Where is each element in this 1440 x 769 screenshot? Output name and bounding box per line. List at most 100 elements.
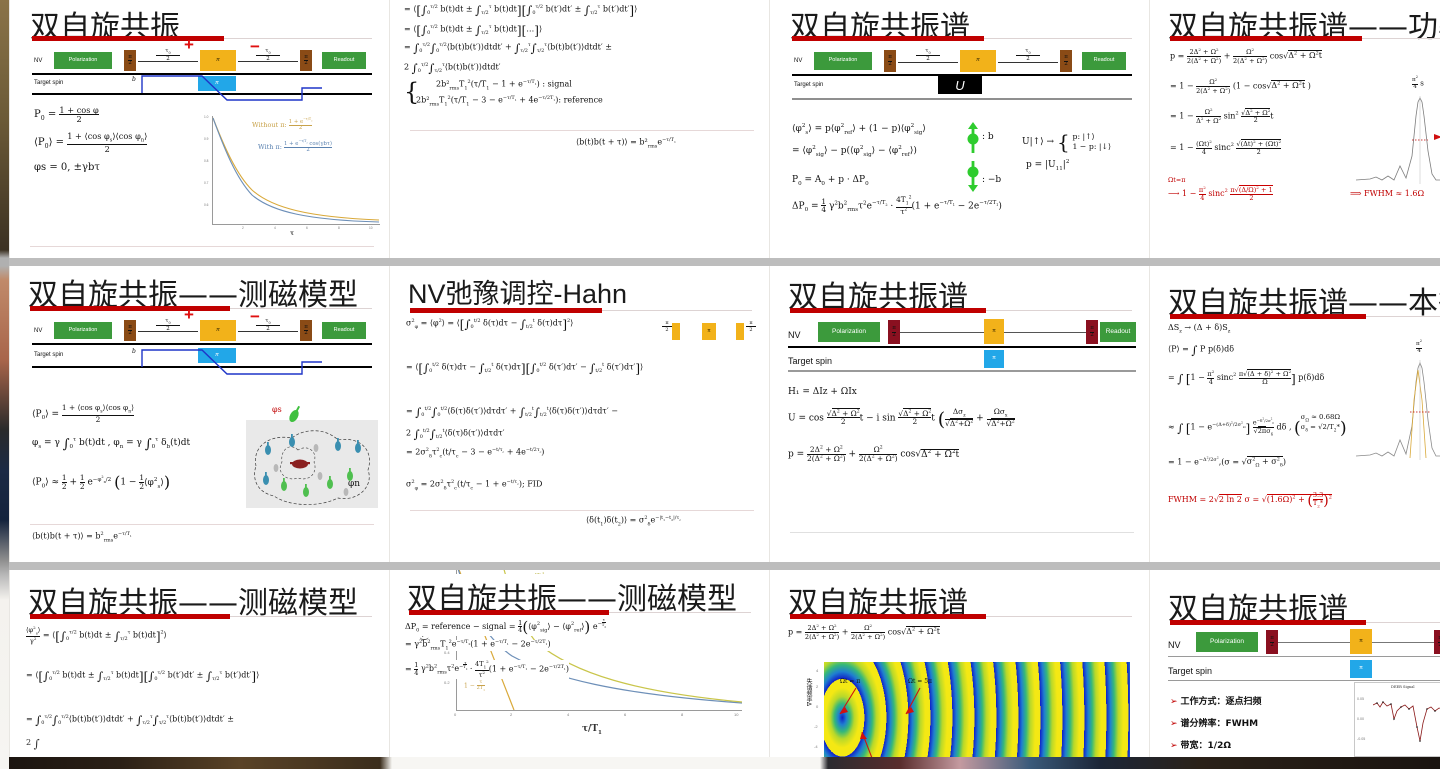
bullet-marker-icon: ➢: [1170, 719, 1178, 729]
target-timeline: [1168, 680, 1440, 681]
readout-pulse: Readout: [1100, 322, 1136, 342]
deer-signal-plot: 0.05 0.00 -0.05 DEER Signal: [1354, 682, 1440, 757]
title-underline: [409, 610, 609, 615]
delay-arrow-2: [1372, 642, 1434, 643]
target-field-waveform: [141, 349, 322, 375]
slide-thumbnail[interactable]: NV弛豫调控-Hahn σ2φ = ⟨φ2⟩ = ⟨[∫0t/2 δ(τ)dτ …: [389, 266, 764, 562]
equation-P-integral: = ∫ [1 − π2 4 sinc2 π√(Δ + δ)2 + Ω2 Ω] p(δ…: [1168, 369, 1325, 386]
minus-sign: −: [250, 307, 260, 326]
delay-label-1: τ0 2: [156, 48, 180, 62]
equation-phis2-line1: ⟨φ2s⟩ γ2 = ⟨[∫0τ/2 b(t)dt ± ∫τ/2τ b(t)dt]…: [26, 625, 167, 645]
title-underline: [790, 308, 986, 313]
sinc-peak-plot: π2 4: [1356, 339, 1440, 468]
title-underline: [790, 614, 986, 619]
x-axis-label: τ: [290, 230, 295, 237]
equation-U: U = cos √Δ2 + Ω2 2 t − i sin √Δ2 + Ω2 2 t (Δ…: [788, 407, 1015, 431]
sinc-curve: [1356, 96, 1440, 184]
mini-pi-half-2: [736, 323, 744, 340]
equation-phis2-expand: = ⟨φ2sig⟩ − p(⟨φ2sig⟩ − ⟨φ2ref⟩): [792, 145, 917, 158]
slide-thumbnail[interactable]: 双自旋共振——测磁模型 ⟨φ2s⟩ γ2 = ⟨[∫0τ/2 b(t)dt ± ∫…: [9, 570, 384, 757]
equation-reference: 2b²rmsT12(τ/T1 − 3 − e−τ/T1 + 4e−τ/2T1):…: [416, 95, 603, 108]
title-rule-thin: [1362, 38, 1440, 39]
field-label-b: b: [132, 348, 136, 355]
slide-thumbnail[interactable]: 双自旋共振谱 p = 2Δ2 + Ω2 2(Δ2 + Ω2) + Ω2 2(Δ2 +…: [769, 570, 1144, 757]
nv-timeline: [32, 343, 372, 345]
curve-label-3: 1 − τ 2T1: [464, 679, 486, 692]
equation-deltaSz: ΔSz → (Δ + δ)Sz: [1168, 323, 1231, 335]
background-photo-bottom: [0, 757, 1440, 769]
divider: [410, 130, 754, 131]
heatmap-annotation-2: Ωt = 5π: [908, 678, 932, 685]
equation-P-gaussian: ≈ ∫ [1 − e−(Δ+δ)2/2σ2Ω] e−δ2/2σ2δ √2πσδ d…: [1168, 413, 1347, 439]
y-axis: [212, 116, 213, 224]
equation-correlation: ⟨b(t)b(t + τ)⟩ = b²rmse−τ/T1: [576, 137, 676, 150]
equation-phis2-line2: = ⟨[∫0τ/2 b(t)dt ± ∫τ/2τ b(t)dt][∫0τ/2 b…: [26, 669, 260, 684]
title-rule-thin: [602, 310, 752, 311]
target-pi-pulse: π: [198, 348, 236, 363]
equation-phis2-line3: = ∫0τ/2∫0τ/2⟨b(t)b(t′)⟩dtdt′ + ∫τ/2τ∫τ/2…: [26, 713, 234, 727]
slide-thumbnail[interactable]: 双自旋共振谱——本征 ΔSz → (Δ + δ)Sz ⟨P⟩ = ∫ P p(δ…: [1149, 266, 1440, 562]
title-underline: [30, 614, 230, 619]
nv-timeline: [788, 346, 1136, 348]
title-underline: [32, 36, 224, 41]
slide-thumbnail[interactable]: = ⟨[∫0τ/2 b(t)dt ± ∫τ/2τ b(t)dt][∫0τ/2 b…: [389, 0, 764, 258]
slide-thumbnail[interactable]: 双自旋共振谱 NV Polarization π2 π π2 Target sp…: [1149, 570, 1440, 757]
delay-arrow-2: [1004, 332, 1086, 333]
resonance-heatmap: [824, 662, 1130, 757]
unitary-operator-box: U: [938, 76, 982, 94]
row-separator: [0, 258, 1440, 266]
title-rule-thin: [986, 616, 1132, 617]
delay-arrow-1: [1278, 642, 1350, 643]
delay-label-1: τ0 2: [156, 318, 180, 332]
slide-thumbnail[interactable]: 双自旋共振谱——功率 p = 2Δ2 + Ω2 2(Δ2 + Ω2) + Ω2 2(…: [1149, 0, 1440, 258]
delay-arrow-2: [238, 61, 298, 62]
delay-arrow-1: [138, 331, 198, 332]
decay-chart: 1.0 0.9 0.8 0.7 0.6 2 4 6 8 10 τ Without…: [204, 115, 382, 240]
label-phi-s: φs: [272, 405, 282, 414]
equation-p-line3: = 1 − Ω2 Δ2 + Ω2 sin2 √Δ2 + Ω2 2 t: [1170, 107, 1274, 126]
bullet-text: 带宽：1/2Ω: [1180, 741, 1232, 751]
annotation-minus-b: : −b: [982, 175, 1002, 185]
divider: [30, 524, 374, 525]
title-rule-thin: [224, 38, 372, 39]
equation-phases: φs = γ ∫0τ b(t)dt , φn = γ ∫0τ δb(t)dt: [32, 437, 191, 452]
bullet-item: ➢ 工作方式：逐点扫频: [1170, 694, 1262, 707]
readout-pulse: Readout: [322, 52, 366, 69]
title-rule-thin: [230, 308, 372, 309]
equation-p-line4: = 1 − (Ωt)2 4 sinc2 √(Δt)2 + (Ωt)2 2: [1170, 139, 1282, 156]
plot-label: π2 4 s: [1412, 75, 1424, 90]
pi-pulse: π: [960, 50, 996, 72]
equation-signal: 2b²rmsT12(τ/T1 − 1 + e−τ/T1) : signal: [436, 79, 572, 92]
label-phi-n: φn: [348, 479, 361, 489]
title-underline: [1170, 314, 1366, 319]
equation-P-result: = 1 − e−Δ2/2σ2,(σ = √σ2Ω + σ2δ): [1168, 455, 1286, 469]
target-pi-pulse: π: [984, 350, 1004, 368]
title-underline: [792, 36, 984, 41]
bullet-item: ➢ 谱分辨率：FWHM: [1170, 716, 1258, 729]
mini-pi-half-1: [672, 323, 680, 340]
footer-rule: [790, 532, 1134, 533]
delay-label-2: τ0 2: [1016, 48, 1040, 62]
plot-label: π2 4: [1416, 339, 1423, 354]
equation-P-avg: ⟨P⟩ = ∫ P p(δ)dδ: [1168, 343, 1235, 357]
x-axis-label: τ/T1: [582, 724, 602, 736]
minus-sign: −: [250, 37, 260, 56]
slide-thumbnail-content[interactable]: 双自旋共振——测磁模型 ΔP0 = reference − signal = 1…: [389, 570, 764, 757]
polarization-pulse: Polarization: [54, 52, 112, 69]
equation-deltaP0-line2: = γ2b2rmsT12e−τ/T2(1 + e−τ/T1 − 2e−τ/2T1…: [405, 639, 551, 652]
field-label-b: b: [132, 76, 136, 83]
title-underline: [1170, 620, 1366, 625]
